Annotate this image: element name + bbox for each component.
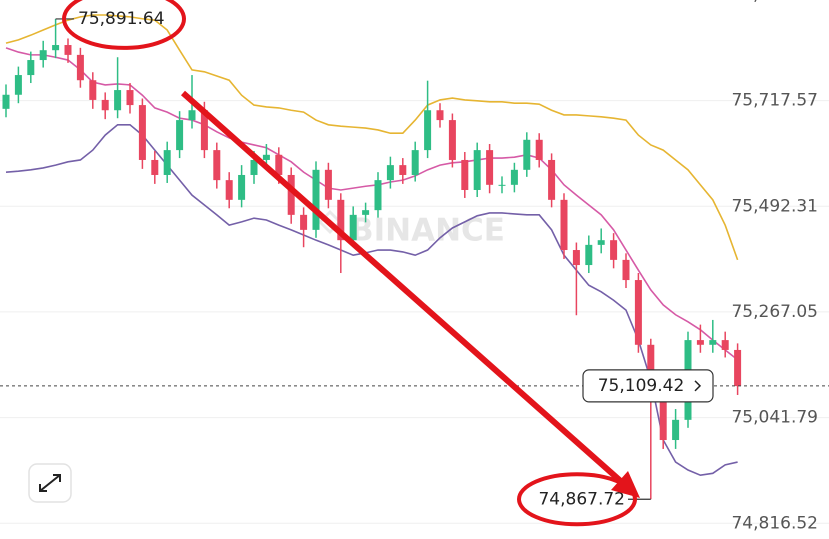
candle-body [386,165,394,181]
candle-body [250,159,258,175]
candle-body [101,99,109,111]
candle-body [138,105,146,160]
candle-body [548,159,556,200]
candle-body [709,340,717,345]
arrow-head [611,471,640,498]
candle-body [510,169,518,185]
candles [2,18,742,500]
candle-body [634,280,642,345]
candle-body [27,60,35,76]
last-price-chevron [694,380,702,392]
last-price-box [582,369,714,403]
annotation-circle [517,472,637,527]
candle-body [721,340,729,350]
candle-body [188,110,196,121]
candle-body [312,169,320,230]
indicator-line [5,47,739,361]
indicator-line [5,14,739,261]
indicator-line [5,123,738,477]
candle-body [52,45,60,51]
last-price: 75,109.42 [0,369,829,403]
watermark: BINANCE [350,213,505,249]
candle-body [498,184,506,186]
candle-body [324,169,332,200]
grid [0,100,829,524]
candle-body [473,150,481,190]
candle-body [349,214,357,241]
candle-body [535,139,543,160]
y-tick-label: 75,267.05 [731,302,818,322]
annotation-label: 74,867.72 [538,489,625,509]
y-tick-label: 74,816.52 [731,513,818,533]
annotations: 75,891.64 74,867.72 [55,0,651,527]
candle-body [461,159,469,190]
candle-body [238,174,246,200]
candle-body [64,45,72,55]
y-tick-label: 75,942.83 [731,0,818,5]
y-tick-label: 75,041.79 [731,408,818,428]
candle-body [523,139,531,170]
candle-body [696,340,704,345]
candle-body [424,110,432,151]
indicator-lines [5,14,739,477]
candle-body [672,419,680,441]
last-price-label: 75,109.42 [598,376,685,396]
candle-body [337,199,345,241]
y-tick-label: 75,717.57 [731,91,818,111]
candle-body [399,165,407,175]
candle-body [114,90,122,111]
trend-arrow [181,90,640,498]
annotation-circle [62,0,186,50]
candle-body [300,214,308,230]
candle-body [176,120,184,151]
expand-icon [39,474,61,492]
candle-body [734,349,742,387]
candle-body [39,50,47,61]
annotation-label: 75,891.64 [78,9,165,29]
y-axis: 75,942.83 75,717.57 75,492.31 75,267.05 75,0… [731,0,818,533]
candle-body [89,80,97,100]
candle-body [225,180,233,200]
candle-body [151,159,159,175]
candle-body [275,154,283,175]
candle-body [2,94,10,109]
candle-body [486,150,494,185]
candle-body [610,240,618,260]
candle-body [14,75,22,95]
candle-body [436,110,444,121]
candle-body [287,174,295,215]
candle-body [597,240,605,245]
candle-body [622,259,630,281]
candle-body [126,90,134,106]
arrow-line [181,90,626,487]
candle-body [362,210,370,215]
candle-body [659,400,667,441]
candle-body [76,54,84,81]
candle-body [213,150,221,181]
candle-body [374,180,382,211]
candle-body [200,110,208,151]
candle-body [572,250,580,266]
expand-button[interactable] [28,463,72,503]
candle-body [163,150,171,175]
y-tick-label: 75,492.31 [731,196,818,216]
candle-body [411,150,419,175]
candle-body [262,154,270,160]
candle-body [448,120,456,160]
candle-body [560,199,568,251]
candle-body [585,244,593,266]
